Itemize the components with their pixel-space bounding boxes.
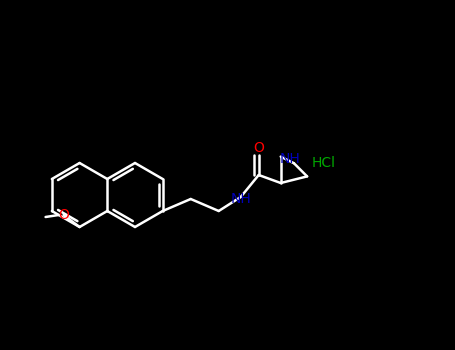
Text: HCl: HCl	[312, 156, 336, 170]
Text: O: O	[58, 208, 69, 222]
Text: NH: NH	[230, 192, 251, 206]
Text: NH: NH	[279, 152, 300, 166]
Text: O: O	[253, 141, 264, 155]
